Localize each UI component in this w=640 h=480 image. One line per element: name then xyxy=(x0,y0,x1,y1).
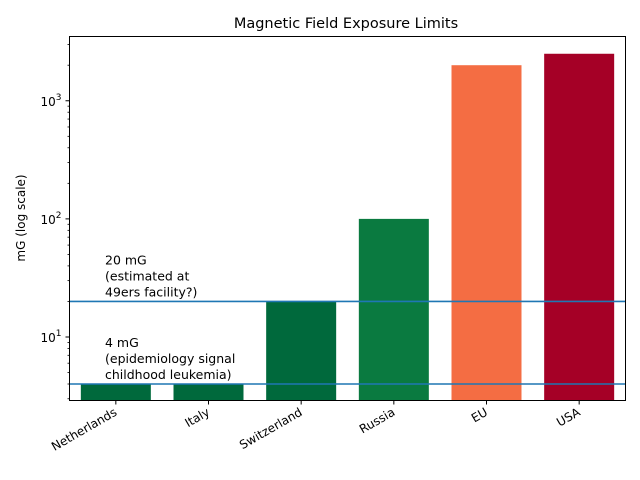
x-axis: Netherlands Italy Switzerland Russia EU USA xyxy=(49,400,583,454)
reference-label-4: (epidemiology signal xyxy=(105,351,235,366)
chart-title: Magnetic Field Exposure Limits xyxy=(234,16,458,32)
y-tick-label: 103 xyxy=(40,93,61,109)
bars-group xyxy=(80,53,615,401)
bar-usa xyxy=(544,53,615,401)
bar-switzerland xyxy=(266,301,337,401)
plot-frame xyxy=(69,36,626,401)
y-tick-label: 102 xyxy=(40,211,61,227)
reference-label-20: (estimated at xyxy=(105,268,189,283)
bar-russia xyxy=(358,218,429,401)
x-tick-label: EU xyxy=(469,405,490,425)
x-tick-label: USA xyxy=(554,405,583,430)
y-tick-label: 101 xyxy=(40,329,61,345)
bar-italy xyxy=(173,384,244,401)
reference-label-20: 20 mG xyxy=(105,252,147,267)
x-tick-label: Netherlands xyxy=(49,405,119,454)
bar-netherlands xyxy=(80,384,151,401)
reference-label-4: 4 mG xyxy=(105,335,139,350)
reference-label-20: 49ers facility?) xyxy=(105,284,197,299)
reference-label-4: childhood leukemia) xyxy=(105,367,232,382)
x-tick-label: Russia xyxy=(357,405,397,436)
y-axis: 101 102 103 xyxy=(40,44,70,400)
x-tick-label: Italy xyxy=(182,405,212,430)
x-tick-label: Switzerland xyxy=(237,405,305,452)
y-axis-label: mG (log scale) xyxy=(14,174,28,261)
bar-eu xyxy=(451,65,522,401)
